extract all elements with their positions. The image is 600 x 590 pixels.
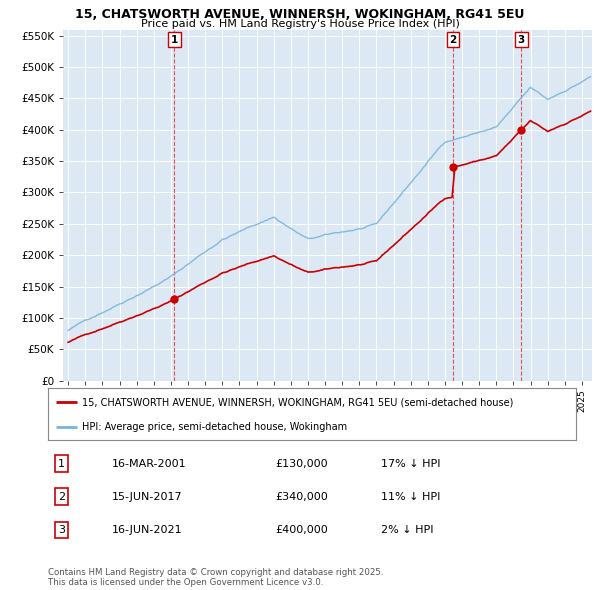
Text: Contains HM Land Registry data © Crown copyright and database right 2025.
This d: Contains HM Land Registry data © Crown c…: [48, 568, 383, 587]
Text: 16-JUN-2021: 16-JUN-2021: [112, 525, 182, 535]
Text: 3: 3: [518, 35, 525, 45]
Text: 16-MAR-2001: 16-MAR-2001: [112, 458, 186, 468]
Text: 2% ↓ HPI: 2% ↓ HPI: [380, 525, 433, 535]
Text: 17% ↓ HPI: 17% ↓ HPI: [380, 458, 440, 468]
Text: HPI: Average price, semi-detached house, Wokingham: HPI: Average price, semi-detached house,…: [82, 422, 347, 431]
Text: 15, CHATSWORTH AVENUE, WINNERSH, WOKINGHAM, RG41 5EU (semi-detached house): 15, CHATSWORTH AVENUE, WINNERSH, WOKINGH…: [82, 397, 514, 407]
Text: 2: 2: [58, 491, 65, 502]
Text: 3: 3: [58, 525, 65, 535]
Text: Price paid vs. HM Land Registry's House Price Index (HPI): Price paid vs. HM Land Registry's House …: [140, 19, 460, 30]
Text: 2: 2: [449, 35, 457, 45]
Text: 15-JUN-2017: 15-JUN-2017: [112, 491, 182, 502]
Text: 1: 1: [171, 35, 178, 45]
Text: £130,000: £130,000: [275, 458, 328, 468]
Text: 15, CHATSWORTH AVENUE, WINNERSH, WOKINGHAM, RG41 5EU: 15, CHATSWORTH AVENUE, WINNERSH, WOKINGH…: [76, 8, 524, 21]
Text: 11% ↓ HPI: 11% ↓ HPI: [380, 491, 440, 502]
Text: £340,000: £340,000: [275, 491, 328, 502]
Text: 1: 1: [58, 458, 65, 468]
Text: £400,000: £400,000: [275, 525, 328, 535]
